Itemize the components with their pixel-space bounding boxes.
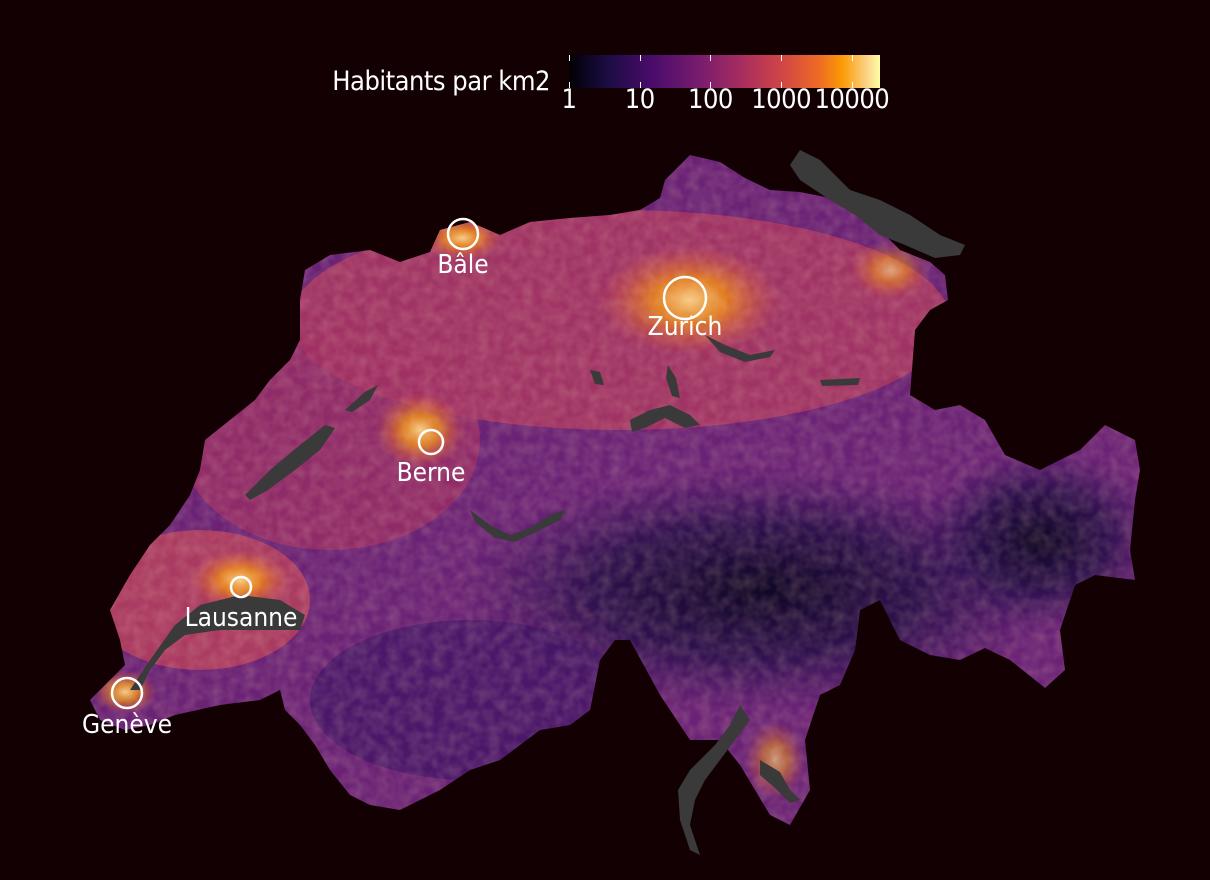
legend-tick-mark [851,82,853,88]
city-label-berne: Berne [397,458,466,488]
city-label-lausanne: Lausanne [185,603,298,633]
legend-tick-mark [781,82,783,88]
city-label-bale: Bâle [437,250,488,280]
city-markers: Bâle Zurich Berne Lausanne Genève [82,217,723,740]
lake-zurich [705,335,775,362]
legend-tick-mark [569,82,570,88]
legend-tick-mark [781,55,783,61]
legend-tick-mark [710,82,712,88]
lake-geneva [130,595,305,690]
city-label-geneve: Genève [82,710,172,740]
lake-biel [345,385,378,412]
legend-tick-label: 10000 [814,84,890,115]
legend-title: Habitants par km2 [332,66,550,97]
legend-tick-mark [710,55,712,61]
lake-lugano [760,760,800,803]
legend-tick-mark [639,82,641,88]
legend-tick-mark [851,55,853,61]
legend-color-bar [569,55,880,88]
lake-constance [790,150,965,258]
lake-thun-brienz [470,510,565,542]
lake-neuchatel [245,425,335,500]
city-marker-berne[interactable] [417,428,445,456]
lake-walen [820,378,860,386]
city-label-zurich: Zurich [648,312,723,342]
lake-lucerne [630,405,700,432]
legend-tick-mark [569,55,570,61]
lake-sempach [590,370,604,385]
lake-zug [666,365,680,398]
city-marker-lausanne[interactable] [229,575,253,599]
legend-tick-label: 1000 [751,84,812,115]
legend-tick-label: 10 [624,84,655,115]
legend-tick-mark [639,55,641,61]
city-marker-bale[interactable] [446,217,480,251]
lakes [130,150,965,855]
city-marker-geneve[interactable] [110,676,144,710]
legend-tick-label: 1 [561,84,577,115]
city-marker-zurich[interactable] [662,275,708,321]
lake-maggiore [678,705,750,855]
legend-tick-label: 100 [687,84,733,115]
